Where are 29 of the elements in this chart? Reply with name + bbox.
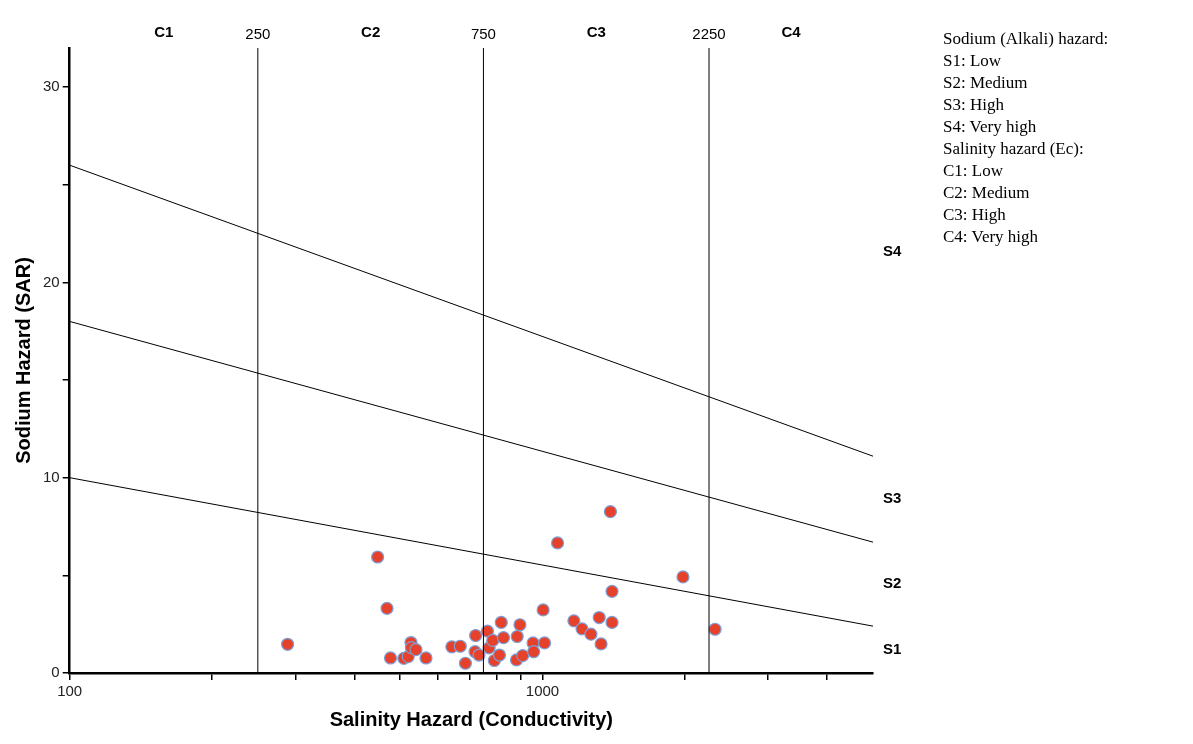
x-tick-label: 100 — [57, 682, 83, 700]
y-tick-label: 30 — [43, 77, 60, 95]
y-axis-title: Sodium Hazard (SAR) — [11, 257, 34, 464]
text: C2: Medium — [943, 182, 1031, 204]
text: S1: Low — [943, 50, 1003, 72]
text: C4 — [781, 22, 802, 40]
x-axis-title: Salinity Hazard (Conductivity) — [329, 707, 614, 730]
text: C3 — [586, 22, 606, 40]
text: S4 — [883, 242, 902, 260]
text: C1: Low — [943, 160, 1004, 182]
text: S2 — [883, 574, 902, 592]
text: C3: High — [943, 204, 1007, 226]
ref-line-label: 750 — [470, 24, 496, 42]
y-tick-label: 0 — [51, 663, 60, 681]
x-tick-label: 1000 — [525, 682, 560, 700]
text: S2: Medium — [943, 72, 1029, 94]
text: S3: High — [943, 94, 1005, 116]
text: Salinity hazard (Ec): — [943, 138, 1085, 160]
text: C4: Very high — [943, 226, 1040, 248]
ref-line-label: 2250 — [692, 24, 726, 42]
text: C1 — [154, 22, 174, 40]
text: C2 — [361, 22, 381, 40]
y-tick-label: 10 — [43, 467, 60, 485]
y-tick-label: 20 — [43, 272, 60, 290]
text: S1 — [883, 639, 902, 657]
text: S3 — [883, 489, 902, 507]
ref-line-label: 250 — [245, 24, 271, 42]
text: Sodium (Alkali) hazard: — [943, 28, 1109, 50]
text: S4: Very high — [943, 116, 1038, 138]
